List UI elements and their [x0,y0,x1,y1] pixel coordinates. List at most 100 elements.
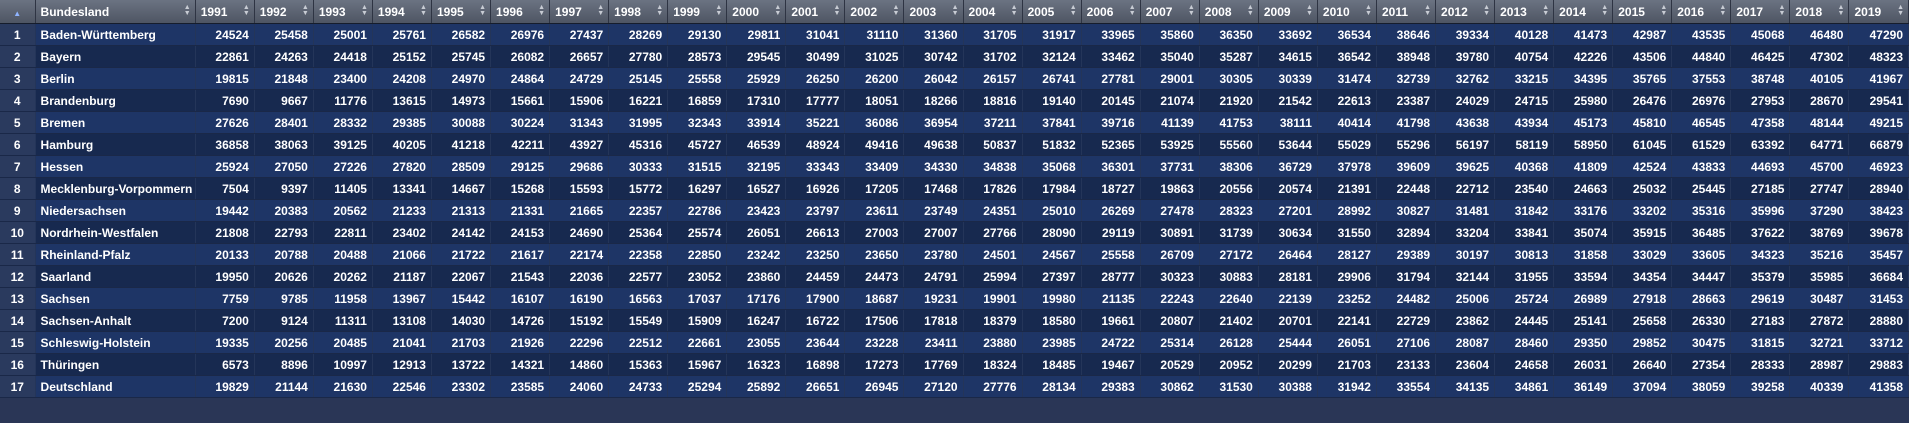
cell-value-2008[interactable]: 41753 [1199,111,1259,134]
cell-value-2000[interactable]: 29545 [726,45,787,68]
cell-value-1996[interactable]: 24864 [490,67,551,90]
cell-value-2009[interactable]: 28181 [1258,265,1318,288]
cell-value-2006[interactable]: 39716 [1081,111,1141,134]
cell-value-2012[interactable]: 39625 [1435,155,1496,178]
cell-value-2015[interactable]: 27918 [1612,287,1673,310]
cell-value-2006[interactable]: 27781 [1081,67,1141,90]
cell-value-2008[interactable]: 20556 [1199,177,1259,200]
cell-value-2017[interactable]: 44693 [1730,155,1791,178]
cell-value-1997[interactable]: 22296 [549,331,610,354]
cell-value-2016[interactable]: 25445 [1671,177,1732,200]
cell-value-1992[interactable]: 9397 [254,177,314,200]
cell-value-2005[interactable]: 51832 [1022,133,1082,156]
cell-value-2007[interactable]: 20807 [1140,309,1200,332]
cell-value-2001[interactable]: 30499 [785,45,846,68]
cell-value-2002[interactable]: 26945 [844,375,905,398]
cell-value-2007[interactable]: 29001 [1140,67,1200,90]
cell-value-1991[interactable]: 19335 [195,331,255,354]
cell-value-2011[interactable]: 33554 [1376,375,1437,398]
column-header-2015[interactable]: 2015 ▲ ▼ [1612,0,1673,24]
cell-value-1996[interactable]: 24153 [490,221,551,244]
cell-value-2019[interactable]: 47290 [1848,23,1909,46]
cell-value-2011[interactable]: 39609 [1376,155,1437,178]
cell-value-1992[interactable]: 9785 [254,287,314,310]
cell-value-2009[interactable]: 22139 [1258,287,1318,310]
sort-both-icon[interactable]: ▲ ▼ [1010,4,1018,17]
cell-value-2009[interactable]: 21542 [1258,89,1318,112]
cell-value-1995[interactable]: 24142 [431,221,492,244]
cell-value-2013[interactable]: 25724 [1494,287,1555,310]
cell-bundesland[interactable]: Baden-Württemberg [35,23,196,46]
cell-value-2015[interactable]: 34354 [1612,265,1673,288]
cell-value-2015[interactable]: 45810 [1612,111,1673,134]
table-row[interactable]: 13 Sachsen 7759 9785 11958 13967 15442 16107 161… [0,287,1909,310]
cell-value-2001[interactable]: 17900 [785,287,846,310]
column-header-2018[interactable]: 2018 ▲ ▼ [1789,0,1850,24]
cell-value-1992[interactable]: 27050 [254,155,314,178]
table-row[interactable]: 1 Baden-Württemberg 24524 25458 25001 25761 26… [0,23,1909,46]
cell-value-1998[interactable]: 22577 [608,265,669,288]
cell-value-2018[interactable]: 37290 [1789,199,1850,222]
cell-value-1994[interactable]: 23402 [372,221,432,244]
cell-value-1996[interactable]: 16107 [490,287,551,310]
cell-value-2005[interactable]: 35068 [1022,155,1082,178]
sort-both-icon[interactable]: ▲ ▼ [1305,4,1313,17]
cell-value-2012[interactable]: 56197 [1435,133,1496,156]
cell-value-1998[interactable]: 15363 [608,353,669,376]
cell-value-1994[interactable]: 24208 [372,67,432,90]
cell-value-1998[interactable]: 24733 [608,375,669,398]
cell-value-1992[interactable]: 28401 [254,111,314,134]
sort-both-icon[interactable]: ▲ ▼ [360,4,368,17]
cell-value-2019[interactable]: 41967 [1848,67,1909,90]
column-header-1996[interactable]: 1996 ▲ ▼ [490,0,551,24]
cell-value-1997[interactable]: 15593 [549,177,610,200]
cell-value-1997[interactable]: 24060 [549,375,610,398]
sort-both-icon[interactable]: ▲ ▼ [1601,4,1609,17]
cell-value-2017[interactable]: 45068 [1730,23,1791,46]
cell-value-2018[interactable]: 35216 [1789,243,1850,266]
cell-value-1993[interactable]: 39125 [313,133,373,156]
cell-value-2016[interactable]: 33605 [1671,243,1732,266]
cell-value-1999[interactable]: 16297 [667,177,728,200]
sort-both-icon[interactable]: ▲ ▼ [1719,4,1727,17]
cell-value-2012[interactable]: 32144 [1435,265,1496,288]
cell-value-1999[interactable]: 25558 [667,67,728,90]
cell-value-2018[interactable]: 30487 [1789,287,1850,310]
cell-value-2011[interactable]: 38948 [1376,45,1437,68]
cell-value-2014[interactable]: 31858 [1553,243,1614,266]
cell-value-2016[interactable]: 36485 [1671,221,1732,244]
cell-value-2009[interactable]: 33692 [1258,23,1318,46]
cell-value-1991[interactable]: 19829 [195,375,255,398]
cell-value-2000[interactable]: 25892 [726,375,787,398]
column-header-1994[interactable]: 1994 ▲ ▼ [372,0,432,24]
cell-value-2012[interactable]: 28087 [1435,331,1496,354]
cell-value-2014[interactable]: 25980 [1553,89,1614,112]
sort-both-icon[interactable]: ▲ ▼ [1483,4,1491,17]
cell-value-2005[interactable]: 26741 [1022,67,1082,90]
cell-value-2006[interactable]: 21135 [1081,287,1141,310]
cell-value-2016[interactable]: 26330 [1671,309,1732,332]
cell-bundesland[interactable]: Hamburg [35,133,196,156]
cell-value-1998[interactable]: 22512 [608,331,669,354]
cell-value-2012[interactable]: 31481 [1435,199,1496,222]
cell-value-2003[interactable]: 19231 [903,287,964,310]
cell-value-2015[interactable]: 37094 [1612,375,1673,398]
cell-value-2012[interactable]: 23604 [1435,353,1496,376]
cell-value-2000[interactable]: 17310 [726,89,787,112]
cell-value-2014[interactable]: 34395 [1553,67,1614,90]
cell-value-2009[interactable]: 27201 [1258,199,1318,222]
cell-value-2017[interactable]: 35379 [1730,265,1791,288]
cell-value-1993[interactable]: 21630 [313,375,373,398]
cell-value-2010[interactable]: 31474 [1317,67,1377,90]
cell-value-2012[interactable]: 22712 [1435,177,1496,200]
cell-value-1992[interactable]: 22793 [254,221,314,244]
cell-value-1999[interactable]: 22850 [667,243,728,266]
cell-value-2016[interactable]: 61529 [1671,133,1732,156]
sort-both-icon[interactable]: ▲ ▼ [183,4,191,17]
cell-value-1999[interactable]: 15909 [667,309,728,332]
cell-value-2007[interactable]: 20529 [1140,353,1200,376]
cell-value-2019[interactable]: 29541 [1848,89,1909,112]
cell-value-2001[interactable]: 26651 [785,375,846,398]
cell-value-2015[interactable]: 25032 [1612,177,1673,200]
cell-value-2012[interactable]: 39780 [1435,45,1496,68]
